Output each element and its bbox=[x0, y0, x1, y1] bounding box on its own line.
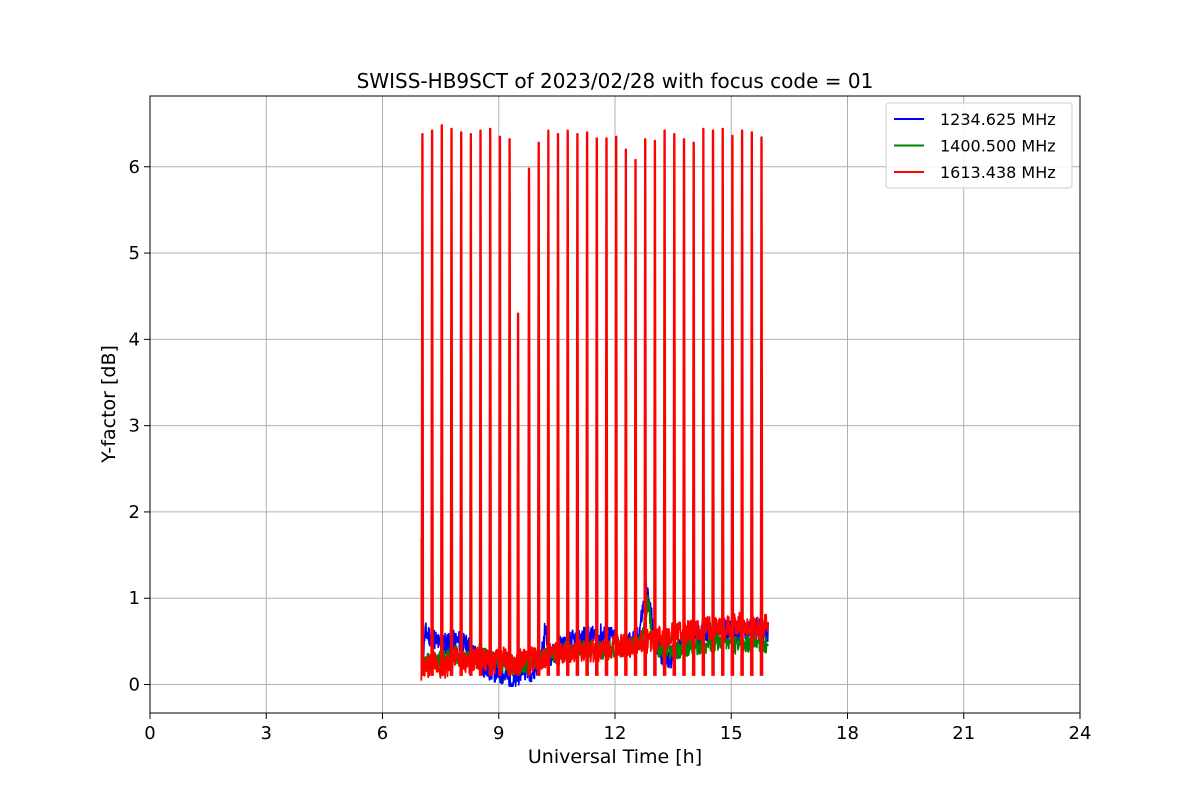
red-spike bbox=[662, 129, 667, 676]
red-spike bbox=[516, 312, 520, 676]
plot-area bbox=[420, 124, 769, 687]
chart-title: SWISS-HB9SCT of 2023/02/28 with focus co… bbox=[357, 69, 874, 93]
y-tick-label: 3 bbox=[129, 416, 140, 437]
red-spike bbox=[682, 138, 686, 676]
red-spike bbox=[507, 138, 512, 676]
red-spike bbox=[469, 133, 473, 676]
legend-label: 1400.500 MHz bbox=[940, 137, 1056, 156]
red-spike bbox=[604, 137, 609, 676]
red-spike bbox=[498, 135, 502, 676]
y-tick-label: 4 bbox=[129, 329, 140, 350]
red-spike bbox=[653, 139, 657, 676]
x-tick-label: 24 bbox=[1069, 723, 1092, 744]
red-spike bbox=[595, 137, 599, 676]
legend-label: 1234.625 MHz bbox=[940, 110, 1056, 129]
x-axis-label: Universal Time [h] bbox=[528, 746, 702, 768]
red-spike bbox=[556, 133, 560, 676]
red-spike bbox=[527, 167, 531, 676]
red-spike bbox=[614, 135, 618, 676]
red-spike bbox=[701, 127, 706, 676]
red-spike bbox=[711, 129, 715, 676]
y-tick-label: 6 bbox=[129, 157, 140, 178]
red-spike bbox=[730, 134, 735, 676]
red-spike bbox=[478, 129, 483, 676]
y-tick-label: 2 bbox=[129, 502, 140, 523]
red-spike bbox=[672, 133, 677, 676]
legend-label: 1613.438 MHz bbox=[940, 163, 1056, 182]
x-tick-label: 15 bbox=[720, 723, 743, 744]
x-tick-label: 3 bbox=[261, 723, 272, 744]
x-tick-label: 9 bbox=[493, 723, 504, 744]
y-tick-label: 1 bbox=[129, 588, 140, 609]
x-tick-label: 18 bbox=[836, 723, 859, 744]
red-spike bbox=[440, 124, 444, 676]
red-spike bbox=[643, 138, 647, 676]
legend-box bbox=[885, 102, 1073, 189]
red-spike bbox=[449, 127, 454, 676]
red-spike bbox=[575, 133, 580, 676]
x-tick-label: 21 bbox=[952, 723, 975, 744]
red-spike bbox=[459, 131, 463, 676]
legend: 1234.625 MHz 1400.500 MHz 1613.438 MHz bbox=[885, 102, 1073, 189]
red-spike bbox=[420, 133, 425, 676]
red-spike bbox=[585, 131, 589, 676]
red-spike bbox=[536, 141, 541, 676]
red-spike bbox=[691, 141, 696, 676]
y-tick-label: 0 bbox=[129, 675, 140, 696]
x-tick-label: 0 bbox=[144, 723, 155, 744]
red-spike bbox=[721, 127, 725, 676]
y-tick-label: 5 bbox=[129, 243, 140, 264]
x-tick-label: 12 bbox=[604, 723, 627, 744]
red-spike bbox=[740, 129, 744, 676]
red-spike bbox=[430, 129, 434, 676]
red-spike bbox=[488, 127, 492, 676]
red-spike bbox=[546, 129, 551, 676]
x-tick-label: 6 bbox=[377, 723, 388, 744]
red-spike bbox=[759, 136, 764, 676]
red-spike bbox=[750, 131, 754, 676]
red-spike bbox=[624, 148, 628, 676]
y-axis-label: Y-factor [dB] bbox=[98, 345, 120, 464]
red-spike bbox=[633, 158, 638, 676]
red-spike bbox=[566, 129, 570, 676]
